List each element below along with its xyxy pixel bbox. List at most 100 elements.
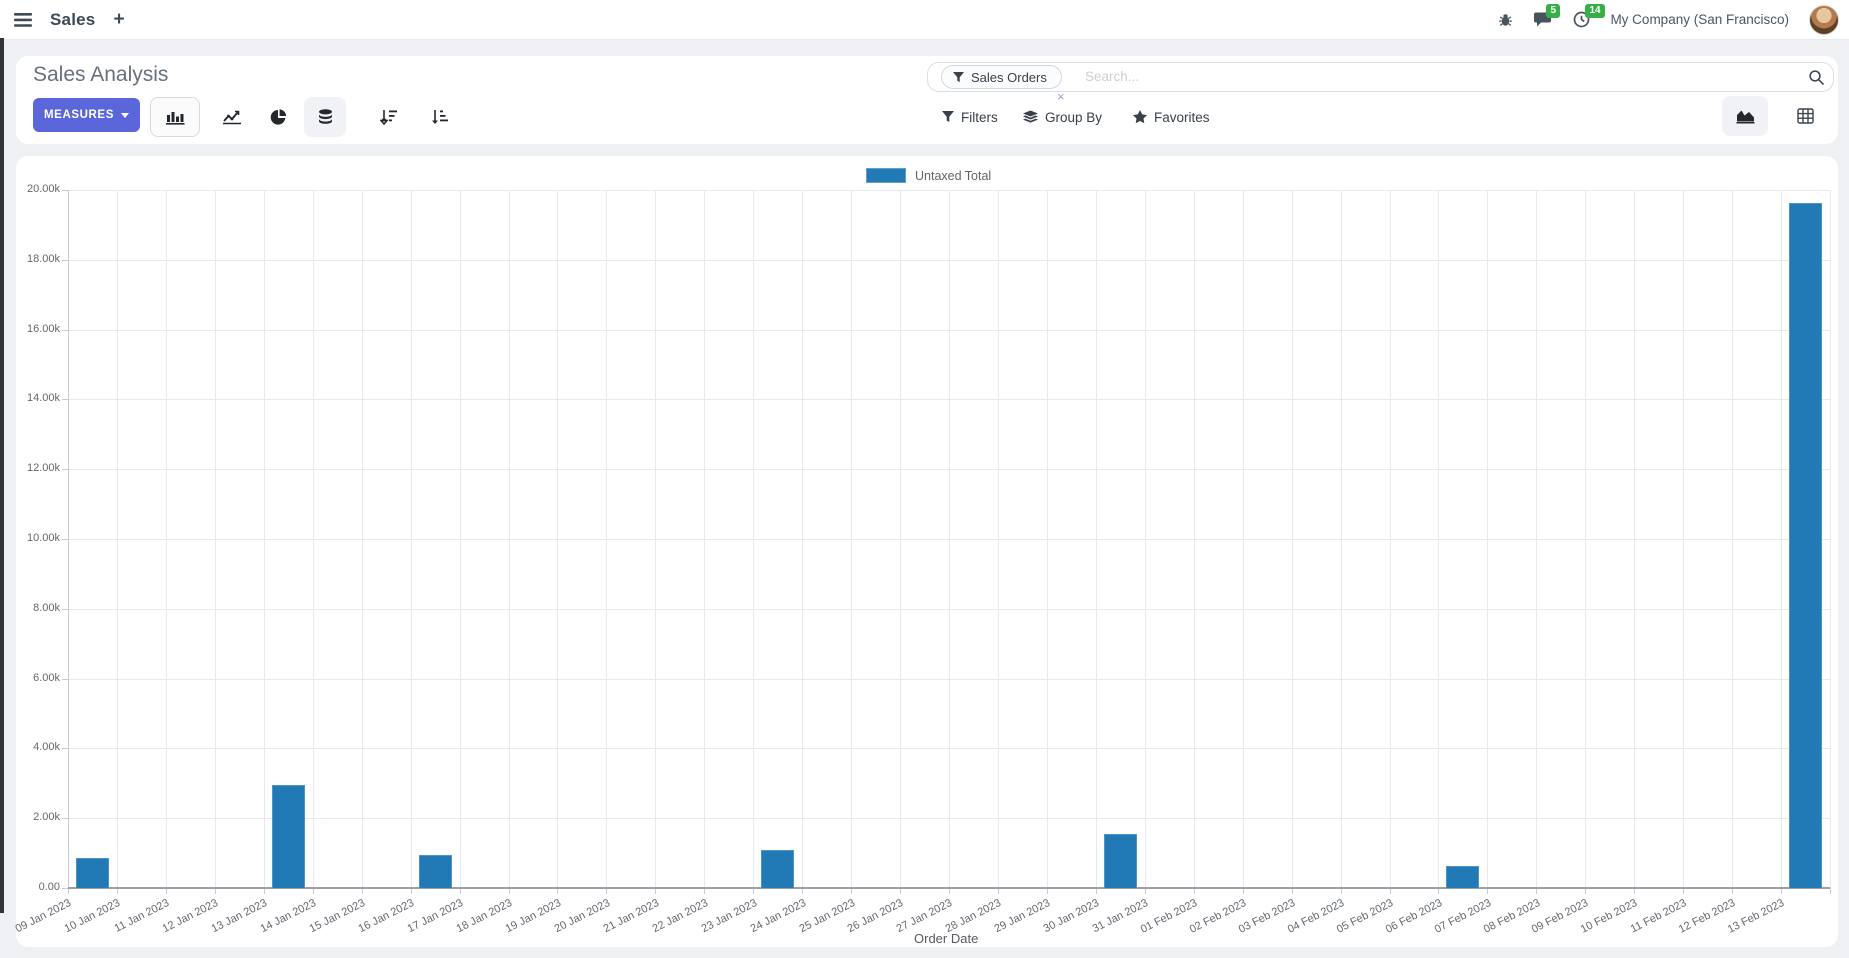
graph-view: Untaxed Total 0.00 2.00k 4.00k 6.00k 8.00k 10… [14,156,1838,947]
x-tick-mark [1242,888,1244,894]
gridline-vertical [1340,190,1342,888]
x-tick-mark [1732,888,1734,894]
bar-16-jan-2023[interactable] [418,855,452,888]
new-plus-button[interactable]: + [113,8,125,30]
gridline-vertical [165,190,167,888]
y-tick-mark [62,469,68,471]
bar-30-jan-2023[interactable] [1103,834,1137,888]
x-tick-label: 23 Jan 2023 [699,897,759,936]
user-avatar[interactable] [1809,4,1839,35]
x-tick-mark [900,888,902,894]
gridline-vertical [1585,190,1587,888]
area-chart-icon [1736,110,1754,124]
y-axis-line [68,190,69,888]
x-tick-mark [1683,888,1685,894]
messages-icon[interactable]: 5 [1534,4,1560,28]
gridline-vertical [753,190,755,888]
y-tick-mark [62,678,68,680]
x-tick-mark [851,888,853,894]
chart-plot-area: 0.00 2.00k 4.00k 6.00k 8.00k 10.00k 12.00k 14.0… [14,156,1838,947]
x-tick-mark [312,888,314,894]
x-tick-mark [263,888,265,894]
x-tick-mark [704,888,706,894]
bar-06-feb-2023[interactable] [1446,866,1480,888]
x-tick-mark [459,888,461,894]
x-tick-mark [557,888,559,894]
pivot-view-switch-button[interactable] [1782,96,1828,136]
y-tick-mark [62,608,68,610]
stacked-database-icon [318,108,332,124]
search-bar[interactable]: Sales Orders × Search... [927,62,1834,103]
gridline-vertical [214,190,216,888]
group-by-menu[interactable]: Group By [1023,97,1102,137]
gridline-vertical [557,190,559,888]
debug-bug-icon[interactable] [1497,11,1514,28]
y-tick-mark [62,748,68,750]
chart-legend[interactable]: Untaxed Total [866,168,991,183]
x-tick-mark [1046,888,1048,894]
x-tick-mark [606,888,608,894]
legend-label: Untaxed Total [915,168,992,183]
y-tick-label: 14.00k [26,392,60,405]
bar-09-jan-2023[interactable] [75,858,109,888]
search-facet-sales-orders[interactable]: Sales Orders [941,65,1062,89]
x-tick-mark [1585,888,1587,894]
bar-23-jan-2023[interactable] [761,850,795,888]
y-tick-mark [62,259,68,261]
gridline-vertical [263,190,265,888]
gridline-vertical [1389,190,1391,888]
gridline-vertical [655,190,657,888]
top-navbar: Sales + 5 14 My Company (San Francisco) [0,0,1849,40]
bar-13-jan-2023[interactable] [271,785,305,888]
bar-13-feb-2023[interactable] [1789,203,1823,888]
y-tick-label: 0.00 [38,881,60,893]
x-tick-label: 17 Jan 2023 [405,897,465,936]
filters-label: Filters [961,109,998,125]
sort-ascending-button[interactable] [419,97,459,137]
y-tick-label: 6.00k [33,671,60,684]
gridline-vertical [312,190,314,888]
gridline-vertical [1193,190,1195,888]
y-tick-label: 18.00k [26,252,60,265]
x-tick-mark [655,888,657,894]
x-tick-mark [361,888,363,894]
gridline-vertical [1683,190,1685,888]
y-tick-label: 2.00k [33,811,60,824]
activities-badge: 14 [1585,4,1605,18]
company-switcher[interactable]: My Company (San Francisco) [1610,12,1789,27]
x-tick-mark [802,888,804,894]
x-tick-mark [1389,888,1391,894]
remove-facet-icon[interactable]: × [1057,89,1065,104]
bar-chart-view-button[interactable] [150,97,200,137]
x-tick-mark [1536,888,1538,894]
search-input[interactable]: Search... [1085,69,1140,84]
x-axis-line [68,887,1830,889]
y-tick-mark [62,539,68,540]
search-icon[interactable] [1808,69,1825,86]
x-tick-mark [997,888,999,894]
x-tick-mark [753,888,755,894]
filters-menu[interactable]: Filters [942,97,998,137]
x-tick-label: 18 Jan 2023 [454,897,514,936]
x-tick-mark [508,888,510,894]
x-tick-mark [68,888,69,894]
gridline-vertical [949,190,950,888]
gridline-vertical [1634,190,1636,888]
gridline-vertical [900,190,902,888]
line-chart-button[interactable] [210,97,254,137]
y-tick-mark [62,818,68,820]
measures-button[interactable]: MEASURES [33,98,140,132]
apps-menu-icon[interactable] [14,12,32,27]
x-tick-mark [165,888,167,894]
y-tick-mark [62,329,68,331]
pie-chart-button[interactable] [256,97,300,137]
app-title[interactable]: Sales [50,9,96,29]
sort-descending-button[interactable] [368,97,408,137]
stacked-toggle-button[interactable] [304,97,346,137]
gridline-vertical [1095,190,1097,888]
x-tick-label: 20 Jan 2023 [552,897,612,936]
activities-clock-icon[interactable]: 14 [1573,4,1605,28]
y-tick-label: 12.00k [26,462,60,475]
favorites-menu[interactable]: Favorites [1133,97,1210,137]
graph-view-switch-button[interactable] [1722,96,1768,136]
